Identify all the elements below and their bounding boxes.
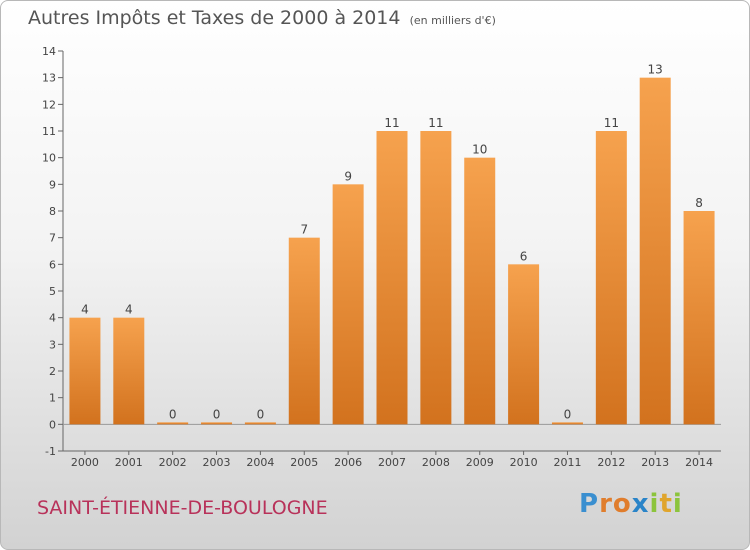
x-tick-label: 2011 bbox=[553, 456, 581, 469]
bar bbox=[113, 317, 145, 425]
bar bbox=[464, 157, 496, 425]
title-text: Autres Impôts et Taxes de 2000 à 2014 bbox=[28, 7, 401, 29]
y-tick-label: 0 bbox=[49, 418, 56, 431]
logo-letter: i bbox=[672, 489, 683, 519]
bar bbox=[683, 211, 715, 425]
x-tick-label: 2014 bbox=[685, 456, 713, 469]
y-tick-label: -1 bbox=[45, 445, 56, 458]
y-tick-label: 9 bbox=[49, 178, 56, 191]
bar bbox=[288, 237, 320, 425]
chart-title: Autres Impôts et Taxes de 2000 à 2014 (e… bbox=[28, 7, 496, 29]
x-tick-label: 2006 bbox=[334, 456, 362, 469]
bar-value-label: 11 bbox=[428, 116, 443, 130]
y-tick-label: 10 bbox=[42, 152, 56, 165]
bar bbox=[420, 131, 452, 425]
logo-letter: x bbox=[631, 489, 650, 519]
bar bbox=[244, 422, 276, 425]
commune-name: SAINT-ÉTIENNE-DE-BOULOGNE bbox=[37, 497, 328, 519]
x-tick-label: 2012 bbox=[597, 456, 625, 469]
y-tick-label: 7 bbox=[49, 232, 56, 245]
y-tick-label: 8 bbox=[49, 205, 56, 218]
y-tick-label: 13 bbox=[42, 72, 56, 85]
y-tick-label: 12 bbox=[42, 98, 56, 111]
bar-value-label: 10 bbox=[472, 143, 487, 157]
title-unit: (en milliers d'€) bbox=[409, 14, 496, 27]
bar bbox=[551, 422, 583, 425]
logo-letter: t bbox=[659, 489, 673, 519]
x-tick-label: 2013 bbox=[641, 456, 669, 469]
x-tick-label: 2005 bbox=[290, 456, 318, 469]
x-tick-label: 2003 bbox=[203, 456, 231, 469]
logo-letter: r bbox=[599, 489, 613, 519]
bar-value-label: 9 bbox=[344, 169, 352, 183]
y-tick-label: 5 bbox=[49, 285, 56, 298]
x-tick-label: 2002 bbox=[159, 456, 187, 469]
x-tick-label: 2000 bbox=[71, 456, 99, 469]
logo-letter: o bbox=[612, 489, 632, 519]
x-tick-label: 2009 bbox=[466, 456, 494, 469]
bar bbox=[508, 264, 540, 425]
bar-value-label: 0 bbox=[257, 407, 265, 421]
logo-letter: i bbox=[649, 489, 660, 519]
bar-value-label: 11 bbox=[384, 116, 399, 130]
y-tick-label: 6 bbox=[49, 258, 56, 271]
logo-letter: P bbox=[579, 489, 600, 519]
bar-value-label: 7 bbox=[300, 223, 308, 237]
bar-value-label: 4 bbox=[81, 303, 89, 317]
x-tick-label: 2010 bbox=[510, 456, 538, 469]
proxiti-logo: Proxiti bbox=[579, 489, 683, 519]
bar-value-label: 0 bbox=[564, 407, 572, 421]
y-tick-label: 1 bbox=[49, 392, 56, 405]
bar-value-label: 4 bbox=[125, 303, 133, 317]
bar bbox=[376, 131, 408, 425]
bar bbox=[639, 77, 671, 425]
bar bbox=[69, 317, 101, 425]
bar-value-label: 0 bbox=[213, 407, 221, 421]
y-tick-label: 14 bbox=[42, 45, 56, 58]
y-tick-label: 4 bbox=[49, 312, 56, 325]
x-tick-label: 2007 bbox=[378, 456, 406, 469]
bar-value-label: 13 bbox=[648, 63, 663, 77]
bar-value-label: 0 bbox=[169, 407, 177, 421]
bar bbox=[595, 131, 627, 425]
y-tick-label: 11 bbox=[42, 125, 56, 138]
bar bbox=[157, 422, 189, 425]
x-tick-label: 2004 bbox=[246, 456, 274, 469]
bar bbox=[201, 422, 233, 425]
y-tick-label: 3 bbox=[49, 338, 56, 351]
x-tick-label: 2001 bbox=[115, 456, 143, 469]
bar-value-label: 8 bbox=[695, 196, 703, 210]
y-tick-label: 2 bbox=[49, 365, 56, 378]
bar bbox=[332, 184, 364, 425]
x-tick-label: 2008 bbox=[422, 456, 450, 469]
bar-value-label: 6 bbox=[520, 249, 528, 263]
bar-value-label: 11 bbox=[604, 116, 619, 130]
